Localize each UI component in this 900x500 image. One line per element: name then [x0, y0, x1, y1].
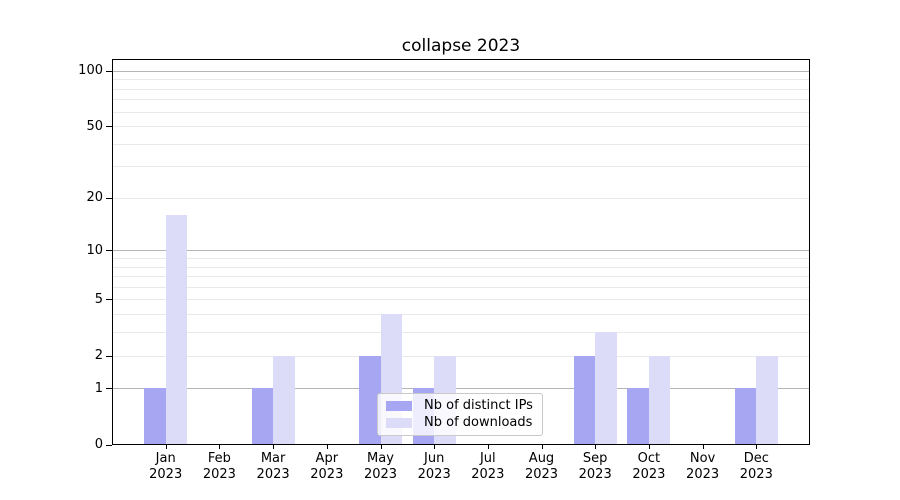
gridline-minor — [113, 314, 809, 316]
gridline-major — [113, 388, 809, 390]
gridline-minor — [113, 276, 809, 278]
y-tick — [106, 445, 112, 446]
x-tick — [165, 445, 167, 449]
gridline-minor — [113, 332, 809, 334]
x-tick-label-may: May 2023 — [363, 451, 398, 482]
gridline-minor — [113, 126, 809, 127]
x-tick — [434, 445, 436, 449]
y-tick — [106, 71, 112, 72]
legend-swatch-downloads — [386, 418, 412, 429]
x-tick-label-oct: Oct 2023 — [632, 451, 666, 482]
bar-distinct-ips-mar — [251, 388, 274, 445]
x-tick — [541, 445, 543, 449]
y-tick — [106, 250, 112, 251]
y-tick-label: 2 — [94, 348, 103, 363]
x-tick — [648, 445, 650, 449]
y-tick-label: 20 — [86, 190, 103, 206]
plot-spines — [112, 59, 810, 445]
legend-label-downloads: Nb of downloads — [424, 415, 533, 431]
x-tick-label-jul: Jul 2023 — [471, 451, 505, 482]
x-tick — [702, 445, 704, 449]
legend-swatch-distinct-ips — [386, 400, 412, 411]
y-tick — [106, 198, 112, 199]
bar-distinct-ips-sep — [573, 355, 596, 445]
bar-downloads-jan — [165, 215, 188, 445]
y-tick — [106, 126, 112, 127]
gridline-minor — [113, 143, 809, 145]
x-tick-label-mar: Mar 2023 — [256, 451, 290, 482]
gridline-minor — [113, 286, 809, 288]
legend-item-downloads: Nb of downloads — [386, 415, 534, 431]
gridline-minor — [113, 266, 809, 268]
x-tick-label-jan: Jan 2023 — [149, 451, 183, 482]
x-tick — [326, 445, 328, 449]
bar-downloads-oct — [648, 355, 671, 445]
gridline-major — [113, 250, 809, 252]
y-tick — [106, 388, 112, 389]
gridline-minor — [113, 88, 809, 90]
legend-label-distinct-ips: Nb of distinct IPs — [424, 397, 533, 413]
gridline-minor — [113, 258, 809, 259]
y-tick-label: 10 — [86, 242, 103, 258]
x-tick-label-aug: Aug 2023 — [524, 451, 559, 482]
gridline-minor — [113, 79, 809, 81]
gridline-minor — [113, 197, 809, 199]
gridline-minor — [113, 299, 809, 301]
bar-distinct-ips-oct — [627, 388, 649, 445]
bar-downloads-dec — [756, 355, 778, 445]
x-tick — [380, 445, 382, 449]
x-tick — [756, 445, 758, 449]
x-tick-label-sep: Sep 2023 — [578, 451, 612, 482]
y-tick-label: 5 — [94, 291, 103, 307]
y-tick-label: 50 — [86, 118, 103, 134]
gridline-minor — [113, 166, 809, 168]
gridline-major — [113, 70, 809, 72]
y-tick-label: 100 — [78, 63, 103, 79]
x-tick — [595, 445, 597, 449]
gridline-minor — [113, 355, 809, 357]
legend: Nb of distinct IPs Nb of downloads — [377, 393, 543, 436]
x-tick — [273, 445, 275, 449]
x-tick — [219, 445, 221, 449]
y-tick — [106, 356, 112, 357]
legend-item-distinct-ips: Nb of distinct IPs — [386, 398, 534, 414]
bar-distinct-ips-jan — [144, 388, 166, 445]
bar-downloads-sep — [595, 332, 617, 445]
y-tick — [106, 299, 112, 300]
x-tick-label-apr: Apr 2023 — [310, 451, 344, 482]
x-tick-label-nov: Nov 2023 — [686, 451, 720, 482]
bar-downloads-mar — [273, 355, 295, 445]
x-tick-label-feb: Feb 2023 — [202, 451, 236, 482]
gridline-minor — [113, 99, 809, 101]
y-tick-label: 1 — [94, 380, 103, 396]
bar-distinct-ips-may — [359, 355, 381, 445]
x-tick — [487, 445, 489, 449]
bar-distinct-ips-dec — [734, 388, 757, 445]
x-tick-label-jun: Jun 2023 — [417, 451, 451, 482]
gridline-minor — [113, 111, 809, 113]
chart-title: collapse 2023 — [401, 36, 521, 56]
x-tick-label-dec: Dec 2023 — [739, 451, 773, 482]
y-tick-label: 0 — [94, 437, 103, 452]
